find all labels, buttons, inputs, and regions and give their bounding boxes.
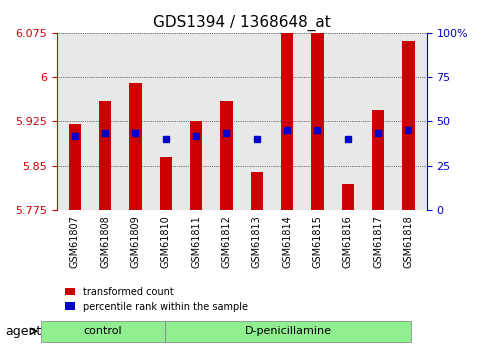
Bar <box>312 32 324 210</box>
Bar <box>69 124 81 210</box>
Bar <box>220 101 232 210</box>
Bar <box>160 157 172 210</box>
Bar <box>372 109 384 210</box>
Legend: transformed count, percentile rank within the sample: transformed count, percentile rank withi… <box>61 283 252 315</box>
Bar <box>402 41 414 210</box>
Title: GDS1394 / 1368648_at: GDS1394 / 1368648_at <box>153 15 330 31</box>
Bar <box>99 101 111 210</box>
Text: control: control <box>84 326 122 336</box>
Bar <box>251 172 263 210</box>
Bar <box>341 184 354 210</box>
Bar <box>190 121 202 210</box>
Bar <box>129 83 142 210</box>
Text: agent: agent <box>5 325 41 338</box>
Text: D-penicillamine: D-penicillamine <box>244 326 331 336</box>
Bar <box>281 32 293 210</box>
